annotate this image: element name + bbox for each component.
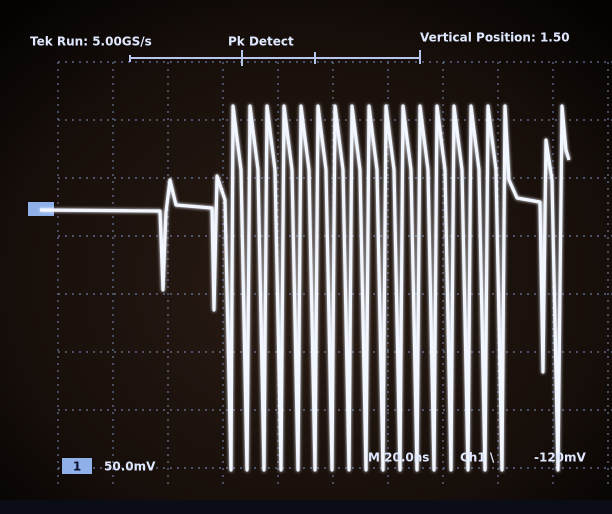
acquisition-status: Tek Run: 5.00GS/s (30, 35, 152, 49)
trigger-level: -120mV (534, 451, 587, 465)
acquisition-mode: Pk Detect (228, 35, 294, 49)
header: Tek Run: 5.00GS/s Pk Detect Vertical Pos… (30, 31, 570, 66)
time-bracket (129, 50, 421, 66)
timebase: M 20.0ns (368, 451, 429, 465)
trigger-source: Ch1 \ (460, 451, 495, 465)
vertical-position: Vertical Position: 1.50 (420, 31, 570, 45)
channel-badge (62, 458, 92, 474)
footer: 1 50.0mV M 20.0ns Ch1 \ -120mV (62, 451, 587, 474)
channel-number: 1 (73, 460, 81, 474)
waveform-trace (39, 104, 571, 472)
vertical-scale: 50.0mV (104, 460, 156, 474)
menu-strip (0, 500, 612, 514)
